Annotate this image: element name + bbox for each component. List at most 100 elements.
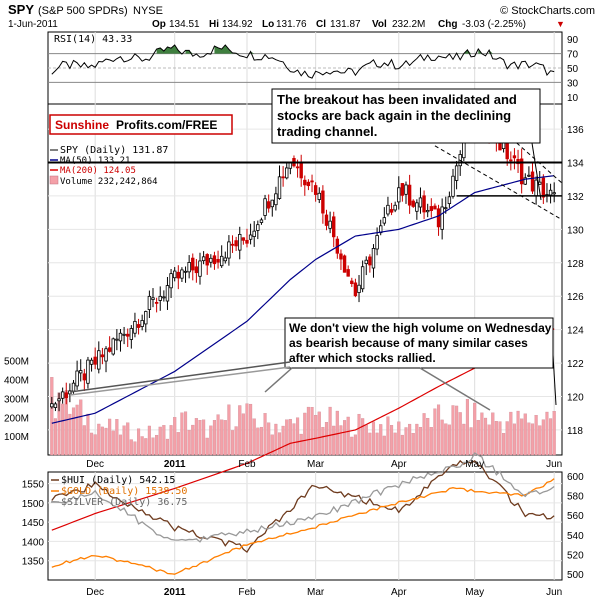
volume-bar [198,420,202,456]
lo-value: 131.76 [276,19,307,30]
legend-ma50: MA(50) 133.21 [60,156,130,166]
candle-body [64,392,68,399]
volume-bar [429,427,433,456]
volume-bar [317,411,321,456]
volume-bar [191,424,195,456]
candle-body [382,217,387,224]
volume-layer [50,377,556,456]
volume-bar [462,423,466,456]
volume-bar [400,434,404,456]
rsi-y-tick-label: 90 [567,35,579,46]
volume-bar [440,419,444,456]
volume-y-tick-label: 400M [4,376,29,387]
chg-label: Chg [438,19,457,30]
candle-body [274,193,278,206]
volume-bar [538,425,542,456]
volume-bar [382,435,386,456]
x-tick-label: Feb [238,459,256,470]
rsi-layer [48,44,562,83]
candle-body [212,255,217,265]
volume-bar [61,403,65,456]
x-tick-label: 2011 [164,587,186,598]
axis-layer: Dec Dec 2011 2011 Feb Feb Mar Mar Apr Apr May May Ju… [4,35,584,598]
candle-body [115,338,119,341]
volume-bar [422,413,426,456]
volume-bar [418,426,423,456]
candle-body [209,257,213,263]
metals-right-tick-label: 580 [567,492,584,503]
volume-bar [93,434,97,456]
channel-upper-line [474,105,562,183]
candle-body [339,253,343,260]
volume-bar [176,432,180,456]
candle-body [295,166,300,169]
volume-bar [133,441,137,456]
candle-body [389,209,394,213]
volume-bar [502,433,506,456]
volume-bar [155,434,159,456]
volume-bar [350,436,354,456]
volume-bar [162,425,166,456]
candle-body [350,280,354,285]
volume-bar [147,425,151,456]
lo-label: Lo [262,19,274,30]
candle-body [523,177,527,185]
candle-body [303,179,307,186]
volume-y-tick-label: 500M [4,357,29,368]
candle-body [60,391,65,399]
volume-bar [212,420,217,456]
volume-bar [491,412,495,456]
brand-profits: Profits.com/FREE [116,118,217,132]
candle-body [100,354,105,358]
price-legend: SPY (Daily) 131.87 MA(50) 133.21 MA(200)… [49,145,168,187]
volume-bar [126,422,130,456]
candle-body [82,373,87,381]
candle-body [201,256,206,262]
volume-bar [389,425,394,456]
volume-bar [523,413,527,456]
volume-bar [285,419,289,456]
quote-date: 1-Jun-2011 [8,19,58,30]
metals-right-tick-label: 540 [567,531,584,542]
x-tick-label: Dec [86,459,104,470]
price-y-tick-label: 130 [567,225,584,236]
candle-body [342,255,347,273]
candle-body [393,204,397,211]
candle-body [194,266,199,274]
volume-y-tick-label: 200M [4,413,29,424]
rsi-y-tick-label: 30 [567,78,579,89]
x-tick-label: Jun [546,459,562,470]
volume-bar [339,425,343,456]
rsi-y-tick-label: 10 [567,93,579,104]
volume-bar [361,418,365,456]
candle-body [154,301,159,304]
candle-body [509,159,513,162]
volume-bar [321,427,325,456]
candle-body [223,257,227,262]
hi-value: 134.92 [222,19,253,30]
volume-bar [180,412,184,456]
symbol: SPY [8,2,34,17]
candle-body [241,237,246,241]
candle-body [317,192,321,200]
breakout-note-line-3: trading channel. [277,124,377,139]
legend-silver: $SILVER (Daily) 36.75 [61,497,187,508]
volume-bar [328,406,332,456]
candle-body [498,142,502,151]
volume-bar [71,407,76,456]
candle-body [346,269,350,277]
candle-body [122,333,126,336]
volume-bar [433,408,437,456]
candle-body [86,359,90,384]
candle-body [444,207,448,210]
candle-body [216,258,220,263]
candle-body [324,214,329,226]
volume-bar [469,427,473,456]
candle-body [234,240,238,247]
volume-bar [306,406,310,456]
volume-bar [512,423,516,456]
volume-bar [216,414,220,456]
metals-legend: $HUI (Daily) 542.15 $GOLD (Daily) 1538.5… [51,475,187,508]
volume-bar [473,402,477,456]
candle-body [541,177,546,198]
